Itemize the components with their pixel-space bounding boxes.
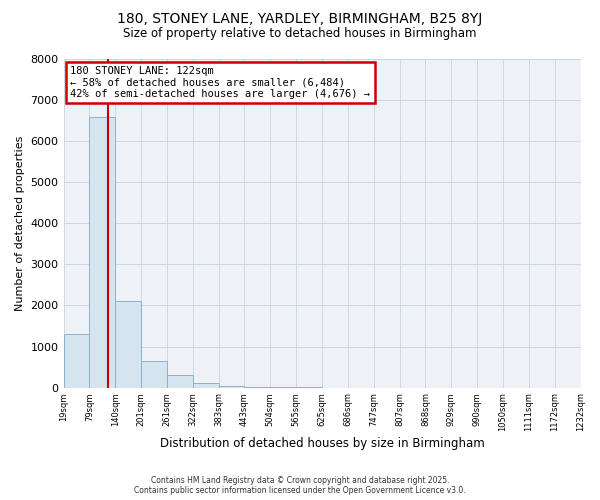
Bar bbox=[115, 302, 141, 388]
Bar bbox=[89, 116, 115, 388]
X-axis label: Distribution of detached houses by size in Birmingham: Distribution of detached houses by size … bbox=[160, 437, 484, 450]
Text: 180, STONEY LANE, YARDLEY, BIRMINGHAM, B25 8YJ: 180, STONEY LANE, YARDLEY, BIRMINGHAM, B… bbox=[118, 12, 482, 26]
Bar bbox=[218, 386, 244, 388]
Bar bbox=[167, 376, 193, 388]
Text: Contains HM Land Registry data © Crown copyright and database right 2025.
Contai: Contains HM Land Registry data © Crown c… bbox=[134, 476, 466, 495]
Text: Size of property relative to detached houses in Birmingham: Size of property relative to detached ho… bbox=[123, 28, 477, 40]
Bar bbox=[64, 334, 89, 388]
Y-axis label: Number of detached properties: Number of detached properties bbox=[15, 136, 25, 311]
Bar bbox=[141, 361, 167, 388]
Bar bbox=[193, 384, 218, 388]
Text: 180 STONEY LANE: 122sqm
← 58% of detached houses are smaller (6,484)
42% of semi: 180 STONEY LANE: 122sqm ← 58% of detache… bbox=[70, 66, 370, 99]
